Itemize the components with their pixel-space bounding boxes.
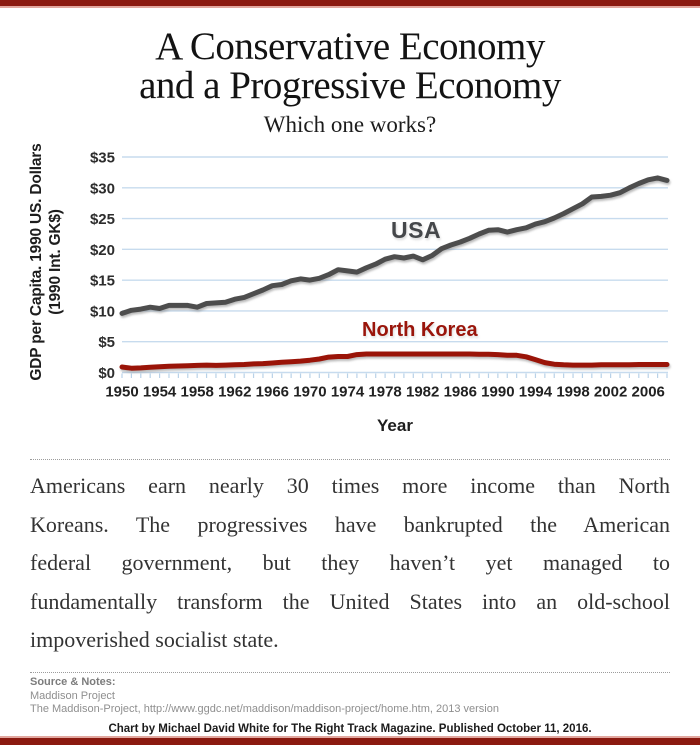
x-tick-label: 1982	[406, 384, 439, 401]
y-tick-label: $20	[90, 242, 115, 259]
x-tick-label: 1998	[556, 384, 589, 401]
x-tick-label: 1962	[218, 384, 251, 401]
divider-above-body	[30, 459, 670, 460]
series-label-north-korea: North Korea	[362, 319, 478, 341]
y-axis-title: GDP per Capita. 1990 US. Dollars (1990 I…	[27, 142, 65, 382]
x-tick-label: 1966	[256, 384, 289, 401]
body-line: Americans earn nearly 30 times more inco…	[30, 473, 670, 498]
y-tick-label: $35	[90, 150, 115, 167]
x-tick-label: 1974	[331, 384, 365, 401]
y-tick-label: $15	[90, 273, 115, 290]
body-line: fundamentally transform the United State…	[30, 588, 670, 614]
y-tick-label: $0	[98, 365, 115, 382]
x-tick-label: 1990	[481, 384, 514, 401]
page-title: A Conservative Economy and a Progressive…	[0, 27, 700, 105]
y-tick-label: $5	[98, 334, 115, 351]
y-tick-label: $25	[90, 211, 115, 228]
top-accent-bar	[0, 0, 700, 8]
divider-above-source	[30, 672, 670, 673]
x-tick-label: 2006	[632, 384, 665, 401]
source-notes: Source & Notes: Maddison Project The Mad…	[30, 676, 670, 717]
source-line-1: Maddison Project	[30, 689, 115, 702]
source-heading: Source & Notes:	[30, 676, 116, 688]
body-paragraph: Americans earn nearly 30 times more inco…	[30, 467, 670, 660]
x-tick-label: 2002	[594, 384, 627, 401]
credit-line: Chart by Michael David White for The Rig…	[108, 723, 592, 735]
x-tick-label: 1950	[105, 384, 138, 401]
bottom-accent-bar	[0, 736, 700, 745]
x-axis-title: Year	[377, 416, 413, 435]
page-subtitle: Which one works?	[263, 112, 437, 137]
y-axis-title-line2: (1990 Int. GK$)	[47, 209, 64, 315]
x-tick-label: 1970	[293, 384, 326, 401]
y-tick-label: $30	[90, 180, 115, 197]
y-axis-title-line1: GDP per Capita. 1990 US. Dollars	[28, 143, 45, 381]
page-title-line2: and a Progressive Economy	[139, 64, 561, 107]
series-label-usa: USA	[391, 217, 442, 243]
y-tick-label: $10	[90, 303, 115, 320]
x-tick-label: 1994	[519, 384, 553, 401]
x-tick-label: 1978	[368, 384, 401, 401]
x-tick-label: 1958	[180, 384, 213, 401]
x-tick-label: 1954	[143, 384, 177, 401]
body-line: federal government, but they haven’t yet…	[30, 550, 670, 575]
source-line-2: The Maddison-Project, http://www.ggdc.ne…	[30, 703, 499, 715]
page-title-line1: A Conservative Economy	[155, 25, 545, 68]
body-line: Koreans. The progressives have bankrupte…	[30, 511, 670, 537]
body-line: impoverished socialist state.	[30, 627, 279, 652]
x-tick-label: 1986	[444, 384, 477, 401]
gdp-line-chart: $0 $5 $10 $15 $20 $25 $30 $35 1950 1954 1958 1962 19…	[90, 150, 670, 401]
line-usa	[119, 175, 670, 316]
line-north-korea	[119, 351, 670, 371]
